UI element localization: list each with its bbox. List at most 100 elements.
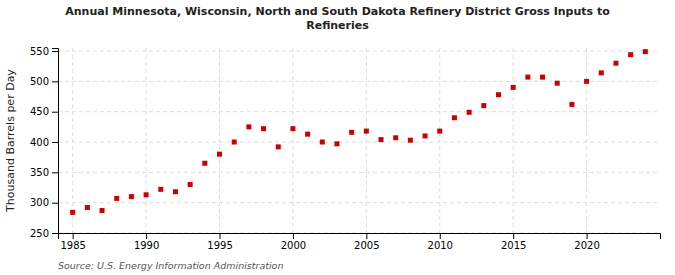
x-axis: 1985 1990 1995 2000 2005 2010 2015 2020	[59, 233, 661, 251]
x-tick: 2010	[428, 233, 453, 251]
point	[467, 110, 472, 115]
point	[114, 196, 119, 201]
y-tick: 250	[30, 228, 58, 239]
x-tick-label: 1995	[207, 240, 232, 251]
chart-svg: 1985 1990 1995 2000 2005 2010 2015 2020 250 300 35…	[0, 0, 675, 275]
point	[628, 52, 633, 57]
grid-line-x	[146, 48, 147, 233]
point	[437, 129, 442, 134]
x-tick: 2000	[281, 233, 306, 251]
point	[188, 182, 193, 187]
point	[246, 124, 251, 129]
x-tick: 2005	[354, 233, 379, 251]
point	[144, 192, 149, 197]
y-tick-mark	[52, 233, 58, 234]
point	[202, 161, 207, 166]
title-line: Refineries	[306, 19, 369, 32]
point	[217, 152, 222, 157]
x-tick-mark	[73, 233, 74, 239]
point	[129, 194, 134, 199]
y-axis: 250 300 350 400 450 500 550	[30, 46, 59, 239]
point	[85, 205, 90, 210]
point	[100, 208, 105, 213]
grid-line-y	[58, 81, 660, 82]
x-tick-label: 2020	[574, 240, 599, 251]
x-tick-mark	[146, 233, 147, 239]
point	[364, 129, 369, 134]
y-tick: 550	[30, 46, 58, 57]
y-tick-mark	[52, 142, 58, 143]
y-tick: 400	[30, 137, 58, 148]
x-tick: 1990	[134, 233, 159, 251]
y-tick: 450	[30, 106, 58, 117]
point	[525, 75, 530, 80]
point	[540, 75, 545, 80]
point	[599, 70, 604, 75]
point	[408, 138, 413, 143]
y-tick-label: 550	[30, 46, 49, 57]
x-tick: 1995	[207, 233, 232, 251]
data-points	[70, 49, 648, 215]
point	[423, 133, 428, 138]
y-tick-mark	[52, 203, 58, 204]
x-tick-label: 1985	[60, 240, 85, 251]
point	[613, 61, 618, 66]
point	[305, 132, 310, 137]
y-tick-mark	[52, 112, 58, 113]
y-axis-label: Thousand Barrels per Day	[4, 69, 17, 213]
grid-line-x	[72, 48, 73, 233]
x-tick-label: 2005	[354, 240, 379, 251]
x-tick-mark	[293, 233, 294, 239]
y-tick-mark	[52, 172, 58, 173]
title: Annual Minnesota, Wisconsin, North and S…	[65, 5, 610, 32]
y-axis-line	[52, 49, 59, 234]
point	[173, 189, 178, 194]
y-tick: 350	[30, 167, 58, 178]
grid-line-y	[58, 51, 660, 52]
y-tick-label: 500	[30, 76, 49, 87]
grid-line-x	[219, 48, 220, 233]
x-tick-label: 2000	[281, 240, 306, 251]
title-line: Annual Minnesota, Wisconsin, North and S…	[65, 5, 610, 18]
y-tick-mark	[52, 51, 58, 52]
point	[481, 103, 486, 108]
point	[261, 126, 266, 131]
y-tick-label: 350	[30, 167, 49, 178]
point	[555, 81, 560, 86]
plot-area: 1985 1990 1995 2000 2005 2010 2015 2020 250 300 35…	[30, 46, 661, 251]
grid-line-x	[586, 48, 587, 233]
x-tick-mark	[513, 233, 514, 239]
point	[496, 92, 501, 97]
point	[379, 137, 384, 142]
annotation: Source: U.S. Energy Information Administ…	[58, 260, 283, 271]
grid-line-y	[58, 172, 660, 173]
x-tick-label: 2015	[501, 240, 526, 251]
x-tick-label: 2010	[428, 240, 453, 251]
point	[643, 49, 648, 54]
grid-line-y	[58, 111, 660, 112]
point	[158, 187, 163, 192]
point	[334, 141, 339, 146]
point	[511, 85, 516, 90]
x-tick: 1985	[60, 233, 85, 251]
x-tick-mark	[366, 233, 367, 239]
grid-line-x	[366, 48, 367, 233]
point	[320, 140, 325, 145]
point	[70, 210, 75, 215]
point	[349, 130, 354, 135]
x-tick-mark	[220, 233, 221, 239]
x-tick: 2020	[574, 233, 599, 251]
y-tick-label: 300	[30, 197, 49, 208]
x-tick-mark	[440, 233, 441, 239]
grid-line-x	[292, 48, 293, 233]
point	[584, 79, 589, 84]
grid-line-y	[58, 202, 660, 203]
point	[276, 144, 281, 149]
point	[393, 135, 398, 140]
point	[452, 115, 457, 120]
y-tick-label: 450	[30, 106, 49, 117]
point	[290, 126, 295, 131]
x-tick-label: 1990	[134, 240, 159, 251]
y-tick-label: 250	[30, 228, 49, 239]
grid	[58, 48, 660, 233]
